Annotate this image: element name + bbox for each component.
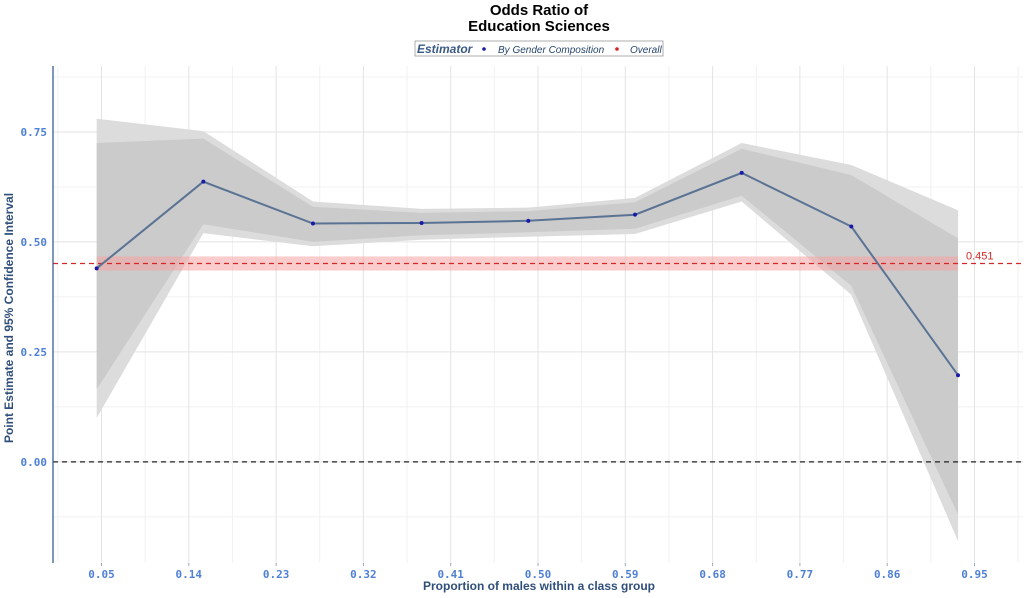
data-point xyxy=(739,170,744,175)
data-point xyxy=(849,224,854,229)
data-point xyxy=(633,212,637,217)
x-tick-label: 0.50 xyxy=(525,568,552,581)
x-axis-title: Proportion of males within a class group xyxy=(423,579,655,593)
x-tick-label: 0.95 xyxy=(961,568,988,581)
chart-title-line-2: Education Sciences xyxy=(468,18,610,35)
data-point xyxy=(310,221,315,226)
x-tick-label: 0.32 xyxy=(350,568,377,581)
x-tick-label: 0.05 xyxy=(88,568,115,581)
y-tick-label: 0.75 xyxy=(21,126,48,139)
x-tick-label: 0.23 xyxy=(263,568,290,581)
legend-label-by-gender: By Gender Composition xyxy=(498,45,605,56)
series-layer xyxy=(94,170,961,378)
data-point xyxy=(94,266,99,271)
legend-title: Estimator xyxy=(417,42,474,56)
x-tick-label: 0.68 xyxy=(699,568,726,581)
data-point xyxy=(956,373,961,378)
y-tick-label: 0.00 xyxy=(21,456,48,469)
overall-value-label: 0.451 xyxy=(966,250,994,262)
data-point xyxy=(419,221,424,226)
data-point xyxy=(201,179,206,184)
overall-band xyxy=(96,256,959,271)
x-tick-label: 0.14 xyxy=(176,568,203,581)
data-point xyxy=(526,218,531,223)
legend: Estimator By Gender Composition Overall xyxy=(414,40,664,57)
x-tick-label: 0.77 xyxy=(787,568,814,581)
x-tick-label: 0.59 xyxy=(612,568,639,581)
axes: 0.05 0.14 0.23 0.32 0.41 0.50 0.59 0.68 0.77 0.86… xyxy=(21,66,988,581)
legend-swatch-by-gender xyxy=(482,47,486,51)
y-tick-label: 0.25 xyxy=(21,346,48,359)
chart-title-line-1: Odds Ratio of xyxy=(490,2,589,19)
reference-lines: 0.451 xyxy=(53,250,1023,463)
legend-label-overall: Overall xyxy=(630,45,662,56)
x-tick-label: 0.86 xyxy=(874,568,901,581)
x-tick-label: 0.41 xyxy=(437,568,464,581)
ci90-band xyxy=(96,138,958,515)
legend-swatch-overall xyxy=(615,47,619,51)
y-tick-label: 0.50 xyxy=(21,236,48,249)
legend-box xyxy=(414,40,664,57)
y-axis-title: Point Estimate and 95% Confidence Interv… xyxy=(2,193,16,443)
